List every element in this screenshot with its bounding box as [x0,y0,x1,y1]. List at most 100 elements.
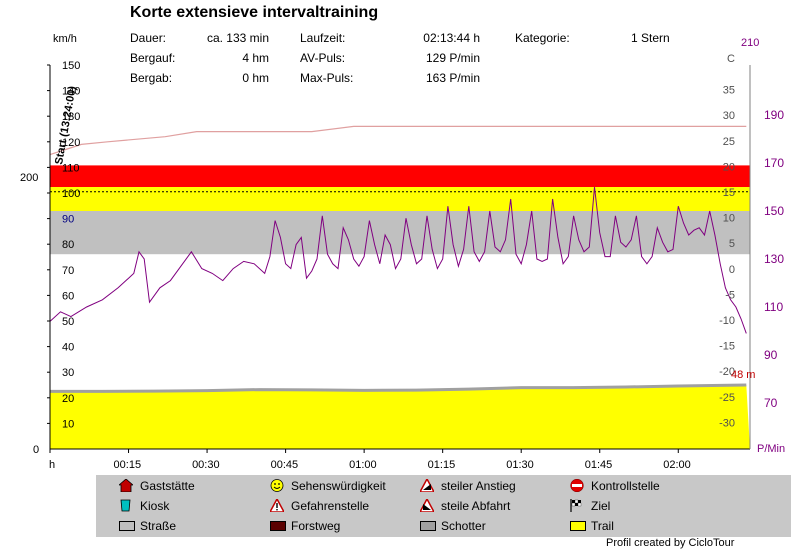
temp-tick-label-4: 15 [723,187,735,199]
pulse-unit-label: P/Min [757,443,785,455]
avg-pulse-value: 129 P/min [425,51,480,65]
temp-tick-label-7: 0 [729,264,735,276]
temp-tick-label-13: -30 [719,417,735,429]
speed-tick-label-3: 120 [62,137,80,149]
pulse-tick-label-3: 130 [764,252,784,266]
pulse-tick-label-0: 190 [764,108,784,122]
temp-tick-label-6: 5 [729,238,735,250]
pulse-tick-label-5: 90 [764,348,778,362]
speed-tick-label-5: 100 [62,188,80,200]
max-pulse-label: Max-Puls: [300,71,354,85]
legend-label-restaurant: Gaststätte [140,479,195,493]
legend-label-steep-descent: steile Abfahrt [441,499,511,513]
temp-tick-label-9: -10 [719,315,735,327]
stop-icon [570,478,584,493]
road-swatch [119,521,135,531]
cup-icon [119,499,133,512]
pulse-tick-label-1: 170 [764,156,784,170]
speed-tick-label-8: 70 [62,265,74,277]
steep-descent-icon [418,497,436,513]
pulse-tick-label-2: 150 [764,204,784,218]
x-tick-label-5: 01:15 [428,459,456,471]
page-title: Korte extensieve intervaltraining [130,4,379,21]
x-tick-label-0: h [49,459,55,471]
speed-tick-label-9: 60 [62,290,74,302]
category-value: 1 Stern [631,31,670,45]
finish-flag-icon [570,499,584,512]
speed-tick-label-14: 10 [62,418,74,430]
speed-tick-label-4: 110 [62,162,80,174]
category-label: Kategorie: [515,31,570,45]
legend-label-trail: Trail [591,519,614,533]
speed-tick-label-2: 130 [62,111,80,123]
speed-tick-label-7: 80 [62,239,74,251]
elevation-annotation: 48 m [731,369,755,381]
duration-label: Dauer: [130,31,167,45]
legend: Gaststätte Sehenswürdigkeit steiler Anst… [96,475,791,537]
legend-label-road: Straße [140,519,177,533]
legend-label-gravel: Schotter [441,519,486,533]
max-pulse-value: 163 P/min [425,71,480,85]
speed-unit-label: km/h [53,33,77,45]
avg-pulse-label: AV-Puls: [300,51,346,65]
temp-tick-label-12: -25 [719,392,735,404]
legend-label-forest-path: Forstweg [291,519,341,533]
steep-climb-icon [418,477,436,493]
descent-label: Bergab: [130,71,173,85]
pulse-zone-2 [50,211,750,255]
elevation-line [50,383,747,393]
pulse-line [49,186,747,334]
distance-line [49,125,747,156]
smiley-icon [270,479,284,492]
pulse-zone-1 [50,187,750,211]
elevation-area [50,385,750,449]
x-tick-label-6: 01:30 [506,459,534,471]
x-tick-label-3: 00:45 [271,459,299,471]
temp-tick-label-11: -20 [719,366,735,378]
duration-value: ca. 133 min [206,31,269,45]
outer-left-label-bottom: 0 [33,444,39,456]
speed-tick-label-1: 140 [62,86,80,98]
x-tick-label-2: 00:30 [192,459,220,471]
x-tick-label-7: 01:45 [585,459,613,471]
temp-tick-label-1: 30 [723,110,735,122]
temp-unit-label: C [727,53,735,65]
temp-tick-label-0: 35 [723,85,735,97]
forest-path-swatch [270,521,286,531]
speed-tick-label-6: 90 [62,214,74,226]
speed-tick-label-13: 20 [62,393,74,405]
trail-swatch [570,521,586,531]
start-annotation: Start (13:24:00) [53,85,79,166]
pulse-tick-label-6: 70 [764,396,778,410]
ascent-value: 4 hm [242,51,269,65]
credit-text: Profil created by CicloTour [606,537,735,549]
pulse-zone-0 [50,165,750,187]
speed-tick-label-0: 150 [62,60,80,72]
temp-tick-label-5: 10 [723,213,735,225]
x-tick-label-4: 01:00 [349,459,377,471]
temp-tick-label-2: 25 [723,136,735,148]
runtime-label: Laufzeit: [300,31,346,45]
speed-tick-label-11: 40 [62,342,74,354]
legend-label-danger: Gefahrenstelle [291,499,370,513]
legend-label-checkpoint: Kontrollstelle [591,479,660,493]
temp-tick-label-10: -15 [719,341,735,353]
speed-tick-label-10: 50 [62,316,74,328]
speed-tick-label-12: 30 [62,367,74,379]
outer-left-label-top: 200 [20,172,38,184]
temp-tick-label-3: 20 [723,161,735,173]
legend-label-finish: Ziel [591,499,611,513]
temp-tick-label-8: -5 [725,289,735,301]
descent-value: 0 hm [242,71,269,85]
pulse-top-tick: 210 [741,37,759,49]
ascent-label: Bergauf: [130,51,176,65]
gravel-swatch [420,521,436,531]
x-tick-label-8: 02:00 [663,459,691,471]
runtime-value: 02:13:44 h [423,31,480,45]
pulse-tick-label-4: 110 [764,300,783,314]
warning-icon [268,497,286,513]
legend-label-steep-climb: steiler Anstieg [441,479,516,493]
x-tick-label-1: 00:15 [114,459,142,471]
legend-label-sight: Sehenswürdigkeit [291,479,386,493]
